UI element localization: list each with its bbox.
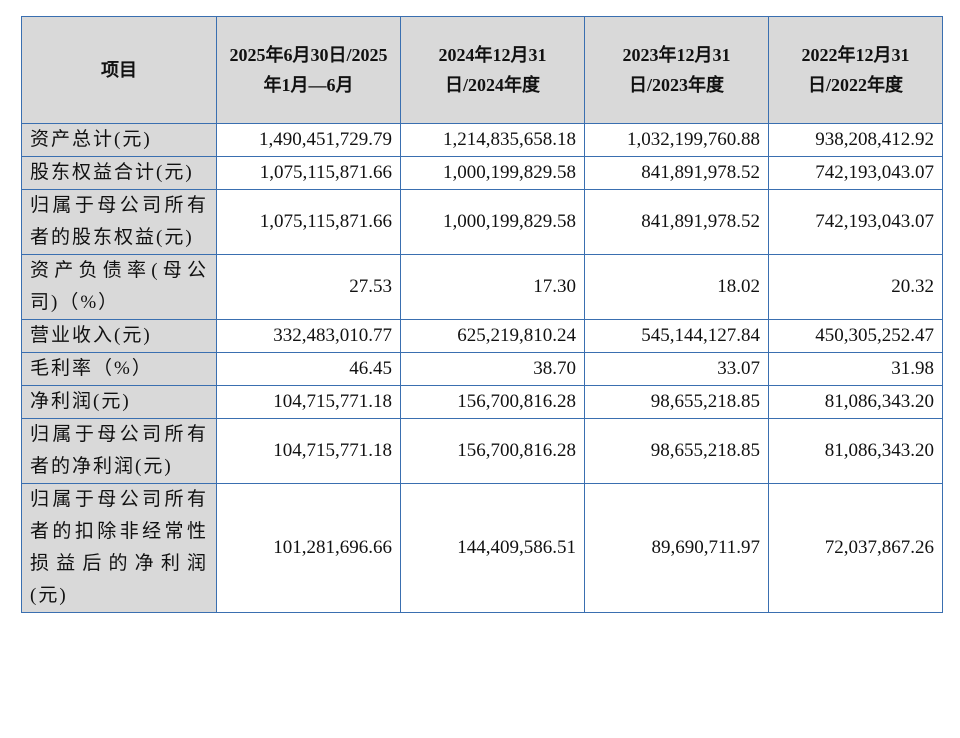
header-2024: 2024年12月31日/2024年度 xyxy=(400,16,585,124)
cell-value: 81,086,343.20 xyxy=(768,385,943,419)
row-label: 资产总计(元) xyxy=(21,123,217,157)
cell-value: 742,193,043.07 xyxy=(768,156,943,190)
cell-value: 81,086,343.20 xyxy=(768,418,943,484)
cell-value: 89,690,711.97 xyxy=(584,483,769,613)
row-label: 营业收入(元) xyxy=(21,319,217,353)
cell-value: 33.07 xyxy=(584,352,769,386)
cell-value: 1,075,115,871.66 xyxy=(216,156,401,190)
cell-value: 18.02 xyxy=(584,254,769,320)
cell-value: 17.30 xyxy=(400,254,585,320)
cell-value: 938,208,412.92 xyxy=(768,123,943,157)
row-label: 资产负债率(母公司)（%） xyxy=(21,254,217,320)
cell-value: 545,144,127.84 xyxy=(584,319,769,353)
cell-value: 144,409,586.51 xyxy=(400,483,585,613)
header-item: 项目 xyxy=(21,16,217,124)
table-row: 资产总计(元) 1,490,451,729.79 1,214,835,658.1… xyxy=(21,123,943,157)
cell-value: 46.45 xyxy=(216,352,401,386)
table-row: 股东权益合计(元) 1,075,115,871.66 1,000,199,829… xyxy=(21,156,943,190)
cell-value: 156,700,816.28 xyxy=(400,385,585,419)
cell-value: 841,891,978.52 xyxy=(584,189,769,255)
header-2022: 2022年12月31日/2022年度 xyxy=(768,16,943,124)
cell-value: 1,000,199,829.58 xyxy=(400,189,585,255)
table-row: 归属于母公司所有者的净利润(元) 104,715,771.18 156,700,… xyxy=(21,418,943,484)
cell-value: 98,655,218.85 xyxy=(584,385,769,419)
cell-value: 1,490,451,729.79 xyxy=(216,123,401,157)
cell-value: 625,219,810.24 xyxy=(400,319,585,353)
cell-value: 841,891,978.52 xyxy=(584,156,769,190)
row-label: 归属于母公司所有者的净利润(元) xyxy=(21,418,217,484)
row-label: 股东权益合计(元) xyxy=(21,156,217,190)
cell-value: 1,214,835,658.18 xyxy=(400,123,585,157)
cell-value: 742,193,043.07 xyxy=(768,189,943,255)
header-2023: 2023年12月31日/2023年度 xyxy=(584,16,769,124)
cell-value: 104,715,771.18 xyxy=(216,385,401,419)
table-row: 毛利率（%） 46.45 38.70 33.07 31.98 xyxy=(21,352,943,386)
cell-value: 1,000,199,829.58 xyxy=(400,156,585,190)
table-row: 营业收入(元) 332,483,010.77 625,219,810.24 54… xyxy=(21,319,943,353)
cell-value: 72,037,867.26 xyxy=(768,483,943,613)
table-row: 净利润(元) 104,715,771.18 156,700,816.28 98,… xyxy=(21,385,943,419)
cell-value: 20.32 xyxy=(768,254,943,320)
table-row: 归属于母公司所有者的股东权益(元) 1,075,115,871.66 1,000… xyxy=(21,189,943,255)
cell-value: 156,700,816.28 xyxy=(400,418,585,484)
row-label: 毛利率（%） xyxy=(21,352,217,386)
financial-table: 项目 2025年6月30日/2025年1月—6月 2024年12月31日/202… xyxy=(21,16,943,613)
cell-value: 27.53 xyxy=(216,254,401,320)
cell-value: 98,655,218.85 xyxy=(584,418,769,484)
cell-value: 38.70 xyxy=(400,352,585,386)
header-2025h1: 2025年6月30日/2025年1月—6月 xyxy=(216,16,401,124)
cell-value: 101,281,696.66 xyxy=(216,483,401,613)
row-label: 净利润(元) xyxy=(21,385,217,419)
cell-value: 1,032,199,760.88 xyxy=(584,123,769,157)
row-label: 归属于母公司所有者的扣除非经常性损益后的净利润(元) xyxy=(21,483,217,613)
header-row: 项目 2025年6月30日/2025年1月—6月 2024年12月31日/202… xyxy=(21,16,943,124)
cell-value: 332,483,010.77 xyxy=(216,319,401,353)
table-row: 资产负债率(母公司)（%） 27.53 17.30 18.02 20.32 xyxy=(21,254,943,320)
table-row: 归属于母公司所有者的扣除非经常性损益后的净利润(元) 101,281,696.6… xyxy=(21,483,943,613)
cell-value: 450,305,252.47 xyxy=(768,319,943,353)
cell-value: 31.98 xyxy=(768,352,943,386)
row-label: 归属于母公司所有者的股东权益(元) xyxy=(21,189,217,255)
cell-value: 104,715,771.18 xyxy=(216,418,401,484)
cell-value: 1,075,115,871.66 xyxy=(216,189,401,255)
